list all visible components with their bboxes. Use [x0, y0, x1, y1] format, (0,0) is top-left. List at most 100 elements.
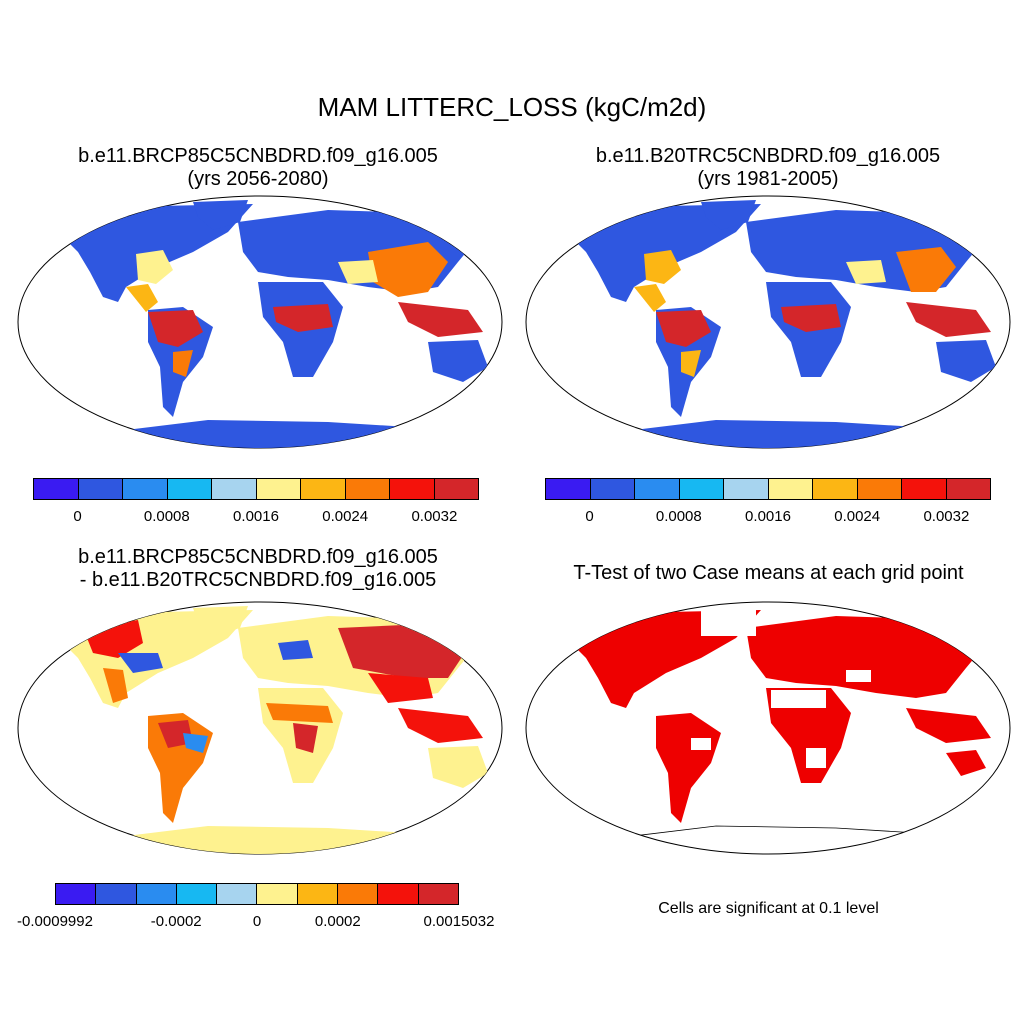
panel1-years: (yrs 2056-2080): [187, 168, 329, 190]
colorbar-tick-label: -0.0002: [150, 913, 202, 930]
panel1-case-name: b.e11.BRCP85C5CNBDRD.f09_g16.005: [78, 145, 438, 167]
colorbar-swatch: [56, 884, 97, 904]
colorbar-swatch: [167, 479, 212, 499]
panel2-historical-map: [525, 195, 1011, 449]
greenland: [193, 200, 248, 230]
indonesia-region: [398, 302, 483, 337]
colorbar-swatch: [34, 479, 79, 499]
colorbar-swatch: [902, 479, 947, 499]
amazon-region: [158, 720, 193, 748]
australia-landmass: [428, 340, 488, 382]
us-interior-region: [118, 653, 163, 673]
panel2-colorbar: [545, 478, 991, 500]
eurasia-significant: [746, 616, 991, 698]
brazil-not-significant: [691, 738, 711, 750]
colorbar-swatch: [946, 479, 990, 499]
colorbar-swatch: [418, 884, 458, 904]
colorbar-swatch: [297, 884, 339, 904]
panel3-title: b.e11.BRCP85C5CNBDRD.f09_g16.005 - b.e11…: [28, 546, 488, 592]
colorbar-tick-label: 0.0008: [143, 508, 190, 525]
colorbar-swatch: [301, 479, 346, 499]
australia-significant: [946, 750, 986, 776]
western-us-region: [103, 668, 128, 703]
colorbar-swatch: [679, 479, 724, 499]
colorbar-tick-label: 0.0002: [314, 913, 361, 930]
europe-region: [278, 640, 313, 660]
east-asia-region: [368, 242, 448, 297]
significance-note: Cells are significant at 0.1 level: [658, 900, 879, 917]
greenland: [701, 200, 756, 230]
colorbar-tick-label: 0.0015032: [423, 913, 495, 930]
colorbar-swatch: [217, 884, 258, 904]
central-africa-region: [781, 304, 841, 332]
panel2-case-name: b.e11.B20TRC5CNBDRD.f09_g16.005: [595, 145, 941, 167]
panel3-case-name: b.e11.BRCP85C5CNBDRD.f09_g16.005: [78, 546, 438, 568]
indonesia-significant: [906, 708, 991, 743]
colorbar-swatch: [78, 479, 123, 499]
colorbar-swatch: [378, 884, 419, 904]
australia-landmass: [428, 746, 488, 788]
indonesia-region: [906, 302, 991, 337]
central-africa-region: [293, 723, 318, 753]
colorbar-tick-label: 0.0016: [233, 508, 279, 525]
colorbar-tick-label: 0.0016: [745, 508, 791, 525]
colorbar-swatch: [590, 479, 635, 499]
panel4-title: T-Test of two Case means at each grid po…: [573, 562, 964, 584]
colorbar-swatch: [390, 479, 435, 499]
colorbar-tick-label: 0: [585, 508, 594, 525]
panel3-minus-case: - b.e11.B20TRC5CNBDRD.f09_g16.005: [79, 569, 437, 591]
colorbar-tick-label: 0: [73, 508, 82, 525]
amazon-region: [148, 310, 203, 347]
south-asia-region: [338, 260, 378, 284]
colorbar-swatch: [768, 479, 813, 499]
temperate-zone: [644, 250, 681, 284]
colorbar-swatch: [123, 479, 168, 499]
colorbar-swatch: [813, 479, 858, 499]
panel4-ttest-map: [525, 601, 1011, 855]
mexico-region: [634, 284, 666, 312]
colorbar-tick-label: 0.0024: [834, 508, 881, 525]
colorbar-swatch: [256, 479, 301, 499]
southeast-brazil: [173, 350, 193, 377]
east-asia-region: [368, 673, 433, 703]
panel1-colorbar: [33, 478, 479, 500]
colorbar-swatch: [857, 479, 902, 499]
colorbar-tick-label: 0: [252, 913, 262, 930]
colorbar-swatch: [136, 884, 177, 904]
colorbar-tick-label: -0.0009992: [17, 913, 93, 930]
colorbar-swatch: [546, 479, 591, 499]
panel2-colorbar-ticks: 0 0.0008 0.0016 0.0024 0.0032: [545, 508, 991, 528]
panel2-years: (yrs 1981-2005): [697, 168, 839, 190]
central-africa-region: [273, 304, 333, 332]
sahel-region: [266, 703, 333, 723]
colorbar-tick-label: 0.0032: [411, 508, 458, 525]
colorbar-swatch: [96, 884, 137, 904]
colorbar-tick-label: 0.0024: [322, 508, 369, 525]
southeast-brazil: [681, 350, 701, 377]
colorbar-tick-label: 0.0008: [655, 508, 702, 525]
east-asia-region: [896, 247, 956, 292]
panel1-title: b.e11.BRCP85C5CNBDRD.f09_g16.005 (yrs 20…: [28, 145, 488, 191]
colorbar-swatch: [434, 479, 478, 499]
arabia-not-significant: [846, 670, 871, 682]
indonesia-region: [398, 708, 483, 743]
colorbar-swatch: [724, 479, 769, 499]
colorbar-swatch: [212, 479, 257, 499]
colorbar-swatch: [338, 884, 379, 904]
panel1-future-map: [17, 195, 503, 449]
southern-africa-not-significant: [806, 748, 826, 768]
colorbar-swatch: [635, 479, 680, 499]
temperate-zone: [136, 250, 173, 284]
south-asia-region: [846, 260, 886, 284]
africa-significant: [766, 688, 851, 783]
australia-landmass: [936, 340, 996, 382]
mexico-region: [126, 284, 158, 312]
panel3-difference-map: [17, 601, 503, 855]
colorbar-swatch: [176, 884, 218, 904]
amazon-region: [656, 310, 711, 347]
panel1-colorbar-ticks: 0 0.0008 0.0016 0.0024 0.0032: [33, 508, 479, 528]
sahara-not-significant: [771, 690, 826, 708]
colorbar-tick-label: 0.0032: [923, 508, 970, 525]
panel3-colorbar: [55, 883, 459, 905]
panel3-colorbar-ticks: -0.0009992 -0.0002 0 0.0002 0.0015032: [17, 913, 494, 933]
